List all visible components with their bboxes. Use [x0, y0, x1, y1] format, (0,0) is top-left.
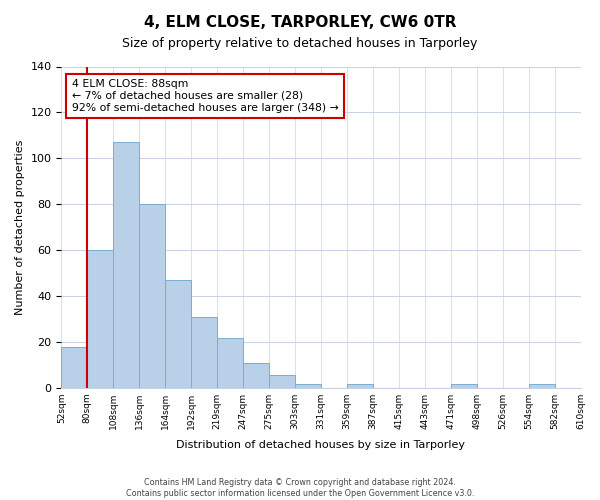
X-axis label: Distribution of detached houses by size in Tarporley: Distribution of detached houses by size … [176, 440, 466, 450]
Bar [269, 374, 295, 388]
Bar [243, 363, 269, 388]
Bar [113, 142, 139, 388]
Text: Size of property relative to detached houses in Tarporley: Size of property relative to detached ho… [122, 38, 478, 51]
Text: Contains HM Land Registry data © Crown copyright and database right 2024.
Contai: Contains HM Land Registry data © Crown c… [126, 478, 474, 498]
Bar [139, 204, 165, 388]
Text: 4, ELM CLOSE, TARPORLEY, CW6 0TR: 4, ELM CLOSE, TARPORLEY, CW6 0TR [144, 15, 456, 30]
Bar [165, 280, 191, 388]
Bar [191, 317, 217, 388]
Bar [61, 347, 88, 389]
Text: 4 ELM CLOSE: 88sqm
← 7% of detached houses are smaller (28)
92% of semi-detached: 4 ELM CLOSE: 88sqm ← 7% of detached hous… [72, 80, 338, 112]
Bar [88, 250, 113, 388]
Bar [529, 384, 554, 388]
Bar [347, 384, 373, 388]
Bar [217, 338, 243, 388]
Bar [295, 384, 321, 388]
Y-axis label: Number of detached properties: Number of detached properties [15, 140, 25, 315]
Bar [451, 384, 476, 388]
